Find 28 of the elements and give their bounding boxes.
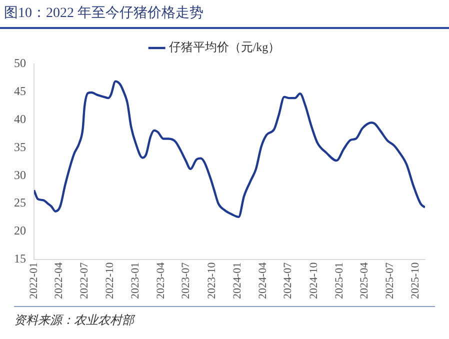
x-tick-label: 2023-04 xyxy=(154,262,167,300)
y-tick-label: 30 xyxy=(14,168,26,182)
legend-label: 仔猪平均价（元/kg） xyxy=(168,40,280,54)
x-tick-label: 2022-07 xyxy=(78,262,90,300)
x-tick-label: 2023-10 xyxy=(206,262,218,300)
y-tick-label: 45 xyxy=(14,84,26,98)
x-tick-label: 2025-04 xyxy=(358,262,371,300)
text: 资料来源：农业农村部 xyxy=(14,312,134,329)
x-tick-label: 2023-01 xyxy=(130,262,142,300)
y-tick-label: 20 xyxy=(14,224,26,238)
x-tick-label: 2025-10 xyxy=(410,262,422,300)
y-tick-label: 15 xyxy=(14,251,26,266)
x-tick-label: 2025-01 xyxy=(334,262,346,300)
chart-title: 图10：2022 年至今仔猪价格走势 xyxy=(4,4,204,22)
y-tick-label: 40 xyxy=(14,112,26,126)
x-tick-label: 2022-04 xyxy=(52,262,65,300)
y-tick-label: 25 xyxy=(14,196,26,210)
x-tick-label: 2025-07 xyxy=(384,262,396,300)
y-tick-label: 50 xyxy=(14,56,26,70)
x-tick-label: 2024-01 xyxy=(231,262,244,300)
line-series xyxy=(34,80,425,218)
x-tick-label: 2024-04 xyxy=(256,262,269,300)
x-tick-label: 2022-01 xyxy=(28,262,40,300)
y-tick-label: 35 xyxy=(14,140,26,154)
x-tick-label: 2024-10 xyxy=(308,262,320,300)
x-tick-label: 2022-10 xyxy=(104,262,116,300)
x-tick-label: 2023-07 xyxy=(180,262,192,300)
x-tick-label: 2024-07 xyxy=(282,262,294,300)
